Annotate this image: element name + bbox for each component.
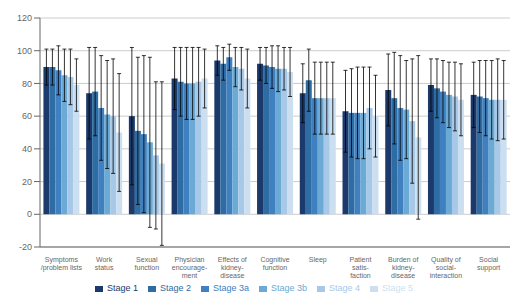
svg-text:-20: -20	[19, 242, 32, 252]
svg-text:Workstatus: Workstatus	[95, 256, 114, 271]
svg-text:80: 80	[22, 79, 32, 89]
svg-text:100: 100	[17, 46, 32, 56]
svg-text:Quality ofsocial-interaction: Quality ofsocial-interaction	[430, 256, 462, 279]
svg-text:Socialsupport: Socialsupport	[477, 256, 500, 272]
svg-text:20: 20	[22, 177, 32, 187]
html-text:Stage 2: Stage 2	[159, 283, 191, 293]
svg-text:Cognitivefunction: Cognitivefunction	[260, 256, 289, 271]
html-text:Stage 5: Stage 5	[382, 283, 414, 293]
svg-text:Physicianencourage-ment: Physicianencourage-ment	[172, 256, 208, 279]
svg-text:120: 120	[17, 13, 32, 23]
html-text:Stage 1: Stage 1	[106, 283, 138, 293]
svg-text:Burden ofkidney-disease: Burden ofkidney-disease	[388, 256, 418, 279]
svg-text:40: 40	[22, 144, 32, 154]
html-text:Stage 3a: Stage 3a	[213, 283, 249, 293]
svg-text:Symptoms/problem lists: Symptoms/problem lists	[41, 256, 83, 272]
svg-text:60: 60	[22, 111, 32, 121]
html-text:Stage 4: Stage 4	[329, 283, 361, 293]
svg-text:Effects ofkidney-disease: Effects ofkidney-disease	[218, 256, 247, 279]
svg-text:Patientsatis-faction: Patientsatis-faction	[350, 256, 372, 279]
svg-text:Sexualfunction: Sexualfunction	[135, 256, 160, 271]
svg-text:Sleep: Sleep	[309, 256, 327, 264]
html-text:Stage 3b: Stage 3b	[271, 283, 307, 293]
svg-text:0: 0	[27, 209, 32, 219]
